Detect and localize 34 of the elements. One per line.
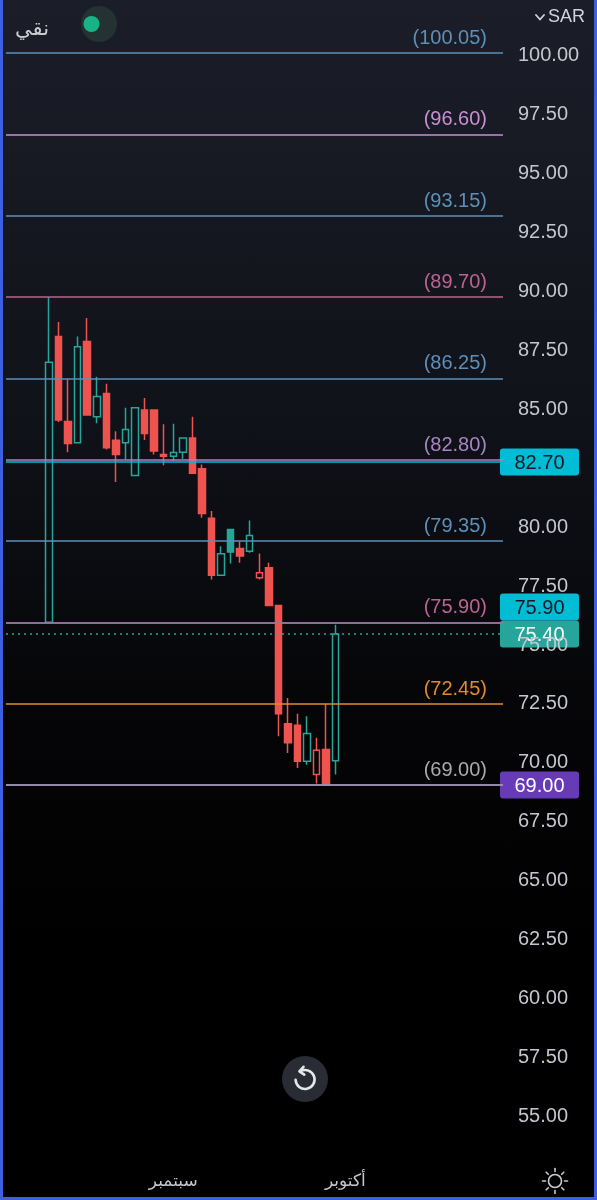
y-tick-label: 77.50 [518, 573, 569, 596]
y-tick-label: 55.00 [518, 1104, 569, 1126]
y-tick-label: 85.00 [518, 396, 569, 419]
ref-line-label: (93.15) [423, 188, 487, 211]
ref-line-label: (69.00) [423, 757, 487, 780]
y-tick-label: 80.00 [518, 514, 569, 537]
y-tick-label: 70.00 [518, 750, 569, 773]
y-tick-label: 65.00 [518, 868, 569, 891]
y-tick-label: 95.00 [518, 161, 569, 184]
ref-line-label: (72.45) [423, 676, 487, 699]
ref-line-label: (82.80) [423, 432, 487, 455]
x-tick-label: أكتوبر [323, 1169, 366, 1190]
annotation: نقي [15, 16, 49, 40]
y-tick-label: 100.00 [518, 43, 580, 66]
ref-line-label: 75.90 [514, 596, 565, 619]
y-tick-label: 92.50 [518, 220, 569, 243]
ref-line-label: 82.70 [514, 451, 565, 474]
y-axis-title: SAR [547, 6, 585, 26]
y-tick-label: 67.50 [518, 809, 569, 832]
ref-line-label: (89.70) [423, 270, 487, 293]
ref-line-label: (79.35) [423, 514, 487, 536]
y-tick-label: 90.00 [518, 278, 569, 301]
y-tick-label: 60.00 [518, 986, 569, 1009]
y-tick-label: 62.50 [518, 927, 569, 950]
ref-line-label: (96.60) [423, 107, 487, 130]
ref-line-label: 69.00 [514, 773, 565, 796]
ref-line-label: (75.90) [423, 595, 487, 618]
y-tick-label: 57.50 [518, 1045, 569, 1068]
ref-line-label: (86.25) [423, 351, 487, 374]
y-tick-label: 97.50 [518, 102, 569, 125]
y-tick-label: 72.50 [518, 691, 569, 714]
ref-line-label: (100.05) [412, 26, 487, 49]
y-tick-label: 87.50 [518, 337, 569, 360]
x-tick-label: سبتمبر [147, 1171, 198, 1190]
